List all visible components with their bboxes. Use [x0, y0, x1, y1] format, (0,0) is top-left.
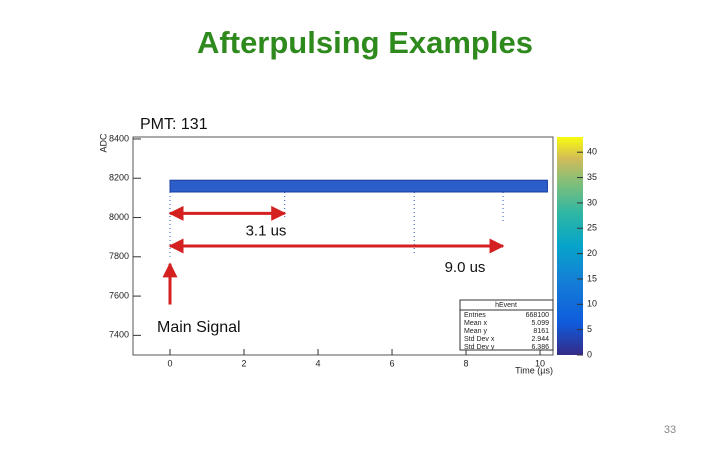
- stats-name: Std Dev y: [464, 344, 495, 351]
- z-tick-label: 25: [587, 223, 597, 233]
- x-tick-label: 2: [242, 358, 247, 368]
- stats-name: Mean y: [464, 328, 487, 335]
- slide-title: Afterpulsing Examples: [197, 25, 533, 60]
- x-tick-label: 8: [464, 358, 469, 368]
- z-tick-label: 10: [587, 299, 597, 309]
- stats-name: Std Dev x: [464, 336, 495, 343]
- page-number: 33: [664, 424, 676, 436]
- stats-value: 6.386: [531, 344, 549, 351]
- y-tick-label: 7400: [109, 330, 129, 340]
- x-tick-label: 0: [167, 358, 172, 368]
- interval-label: 3.1 us: [246, 222, 287, 239]
- y-tick-label: 8000: [109, 212, 129, 222]
- baseline-band: [169, 179, 548, 193]
- x-tick-label: 4: [316, 358, 321, 368]
- z-tick-label: 0: [587, 349, 592, 359]
- z-tick-label: 30: [587, 197, 597, 207]
- stats-box: [459, 299, 554, 351]
- stats-name: Mean x: [464, 320, 487, 327]
- z-tick-label: 5: [587, 324, 592, 334]
- x-tick-label: 10: [535, 358, 545, 368]
- z-tick-label: 35: [587, 172, 597, 182]
- x-tick-label: 6: [390, 358, 395, 368]
- y-tick-label: 7800: [109, 251, 129, 261]
- z-tick-label: 15: [587, 273, 597, 283]
- interval-label: 9.0 us: [445, 259, 486, 276]
- z-tick-label: 20: [587, 248, 597, 258]
- y-axis-label: ADC: [98, 133, 108, 153]
- stats-value: 2.944: [531, 336, 549, 343]
- stats-value: 5.099: [531, 320, 549, 327]
- stats-value: 8161: [533, 328, 549, 335]
- z-tick-label: 40: [587, 147, 597, 157]
- x-axis-label: Time (µs): [515, 365, 553, 375]
- y-tick-label: 8200: [109, 173, 129, 183]
- pmt-label: PMT: 131: [140, 116, 208, 133]
- stats-name: Entries: [464, 312, 486, 319]
- y-tick-label: 7600: [109, 290, 129, 300]
- stats-value: 668100: [526, 312, 549, 319]
- color-bar: [557, 137, 583, 355]
- main-signal-label: Main Signal: [157, 319, 241, 336]
- y-tick-label: 8400: [109, 133, 129, 143]
- stats-title: hEvent: [495, 302, 517, 309]
